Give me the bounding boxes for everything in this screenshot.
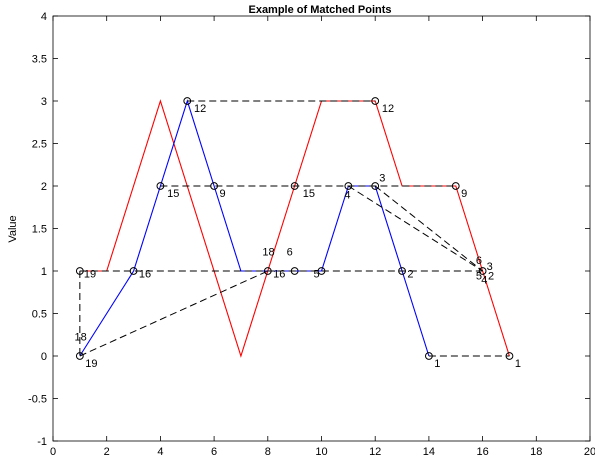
x-tick-label: 20 [584, 446, 595, 458]
match-point-marker [371, 182, 380, 190]
point-index-label: 16 [273, 269, 285, 281]
point-index-label: 15 [167, 188, 179, 200]
x-tick-label: 8 [265, 446, 271, 458]
match-point-marker [263, 267, 272, 275]
y-tick-label: 3.5 [32, 54, 47, 66]
point-index-label: 5 [313, 269, 319, 281]
point-index-label: 18 [74, 331, 86, 343]
x-tick-label: 2 [104, 446, 110, 458]
match-point-marker [317, 267, 326, 275]
x-tick-label: 12 [369, 446, 381, 458]
y-axis-label: Value [7, 215, 19, 242]
match-point-marker [451, 182, 460, 190]
point-index-label: 1 [434, 358, 440, 370]
point-index-label: 6 [476, 255, 482, 267]
x-tick-label: 10 [315, 446, 327, 458]
point-index-label: 4 [344, 190, 350, 202]
y-tick-label: 1.5 [32, 224, 47, 236]
y-tick-label: 3 [41, 96, 47, 108]
match-point-marker [129, 267, 138, 275]
match-point-marker [371, 97, 380, 105]
point-index-label: 1 [515, 358, 521, 370]
match-point-marker [398, 267, 406, 275]
x-tick-label: 14 [423, 446, 435, 458]
match-point-marker [344, 182, 353, 190]
point-index-label: 5 [476, 270, 482, 282]
match-point-marker [478, 267, 487, 275]
match-point-marker [290, 267, 299, 275]
point-index-label: 6 [287, 246, 293, 258]
match-point-marker [183, 97, 192, 105]
x-tick-label: 16 [476, 446, 488, 458]
point-index-label: 4 [481, 275, 487, 287]
point-index-label: 3 [487, 261, 493, 273]
match-point-marker [156, 182, 165, 190]
chart-title: Example of Matched Points [248, 4, 391, 16]
point-index-label: 19 [84, 269, 96, 281]
x-tick-label: 4 [157, 446, 163, 458]
match-point-marker [425, 352, 433, 360]
point-index-label: 15 [303, 188, 315, 200]
point-index-label: 18 [262, 246, 274, 258]
point-index-label: 9 [461, 188, 467, 200]
plot-area: 0 2 4 6 8 10 12 14 16 18 20-1-0.500.511.522.533.54… [28, 11, 595, 458]
point-index-label: 3 [379, 173, 385, 185]
match-point-marker [75, 267, 84, 275]
y-tick-label: 1 [41, 266, 47, 278]
y-tick-label: 0 [41, 351, 47, 363]
x-tick-label: 0 [50, 446, 56, 458]
point-index-label: 12 [382, 103, 394, 115]
match-point-marker [505, 352, 514, 360]
match-point-marker [75, 352, 84, 360]
y-tick-label: -0.5 [28, 394, 47, 406]
point-index-label: 16 [139, 269, 151, 281]
y-tick-label: 2 [41, 181, 47, 193]
point-index-label: 2 [407, 269, 413, 281]
x-tick-label: 18 [530, 446, 542, 458]
point-index-label: 19 [85, 358, 97, 370]
y-tick-label: -1 [37, 436, 47, 448]
match-line [374, 185, 483, 272]
y-tick-label: 0.5 [32, 309, 47, 321]
y-tick-label: 4 [41, 11, 47, 23]
match-point-marker [210, 182, 219, 190]
match-line [348, 185, 483, 272]
match-point-marker [290, 182, 299, 190]
point-index-label: 9 [219, 188, 225, 200]
match-line [79, 270, 269, 357]
point-index-label: 2 [488, 270, 494, 282]
y-tick-label: 2.5 [32, 139, 47, 151]
x-tick-label: 6 [211, 446, 217, 458]
point-index-label: 12 [194, 103, 206, 115]
